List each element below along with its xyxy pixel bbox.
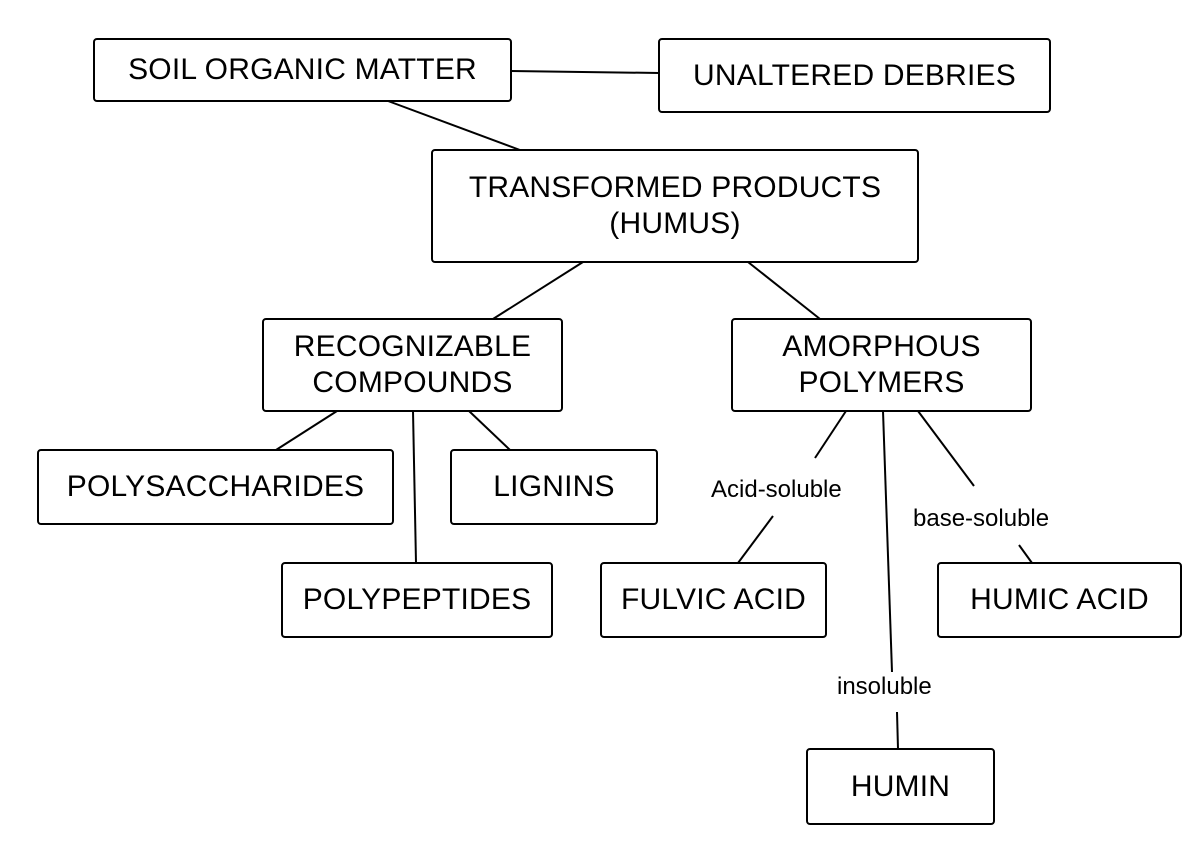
node-soil-organic-matter: SOIL ORGANIC MATTER (93, 38, 512, 102)
edge-label-base-soluble: base-soluble (913, 505, 1050, 533)
link-soil-to-debries (510, 70, 660, 74)
link-amorphous-to-insoluble-label (882, 410, 893, 673)
link-base-label-to-humic (1018, 544, 1033, 564)
edge-label-acid-soluble: Acid-soluble (711, 476, 842, 504)
node-recognizable-compounds-label: RECOGNIZABLE COMPOUNDS (293, 330, 532, 399)
node-transformed-products-label: TRANSFORMED PRODUCTS (HUMUS) (468, 171, 882, 240)
link-recognizable-to-lignins (468, 410, 511, 451)
node-fulvic-acid-label: FULVIC ACID (620, 583, 806, 616)
link-acid-label-to-fulvic (737, 515, 774, 564)
node-fulvic-acid: FULVIC ACID (600, 562, 827, 638)
node-humic-acid-label: HUMIC ACID (970, 583, 1149, 616)
link-transformed-to-recognizable (492, 261, 584, 320)
node-unaltered-debries: UNALTERED DEBRIES (658, 38, 1051, 113)
node-polysaccharides: POLYSACCHARIDES (37, 449, 394, 525)
node-humin-label: HUMIN (850, 769, 951, 803)
link-transformed-to-amorphous (747, 261, 821, 320)
node-transformed-products: TRANSFORMED PRODUCTS (HUMUS) (431, 149, 919, 263)
node-unaltered-debries-label: UNALTERED DEBRIES (693, 58, 1016, 92)
node-amorphous-polymers: AMORPHOUS POLYMERS (731, 318, 1032, 412)
link-soil-to-transformed (387, 100, 521, 151)
link-recognizable-to-polysaccharides (275, 410, 338, 451)
link-amorphous-to-base-label (917, 410, 975, 487)
node-soil-organic-matter-label: SOIL ORGANIC MATTER (128, 53, 477, 86)
node-recognizable-compounds: RECOGNIZABLE COMPOUNDS (262, 318, 563, 412)
node-lignins: LIGNINS (450, 449, 658, 525)
link-recognizable-to-polypeptides (412, 410, 417, 564)
node-polypeptides: POLYPEPTIDES (281, 562, 553, 638)
node-polysaccharides-label: POLYSACCHARIDES (66, 470, 365, 503)
node-amorphous-polymers-label: AMORPHOUS POLYMERS (782, 330, 981, 399)
node-humic-acid: HUMIC ACID (937, 562, 1182, 638)
edge-label-insoluble: insoluble (837, 673, 932, 701)
node-humin: HUMIN (806, 748, 995, 825)
node-polypeptides-label: POLYPEPTIDES (302, 583, 532, 616)
link-amorphous-to-acid-label (814, 410, 847, 459)
link-insoluble-label-to-humin (896, 711, 899, 750)
node-lignins-label: LIGNINS (493, 470, 615, 503)
